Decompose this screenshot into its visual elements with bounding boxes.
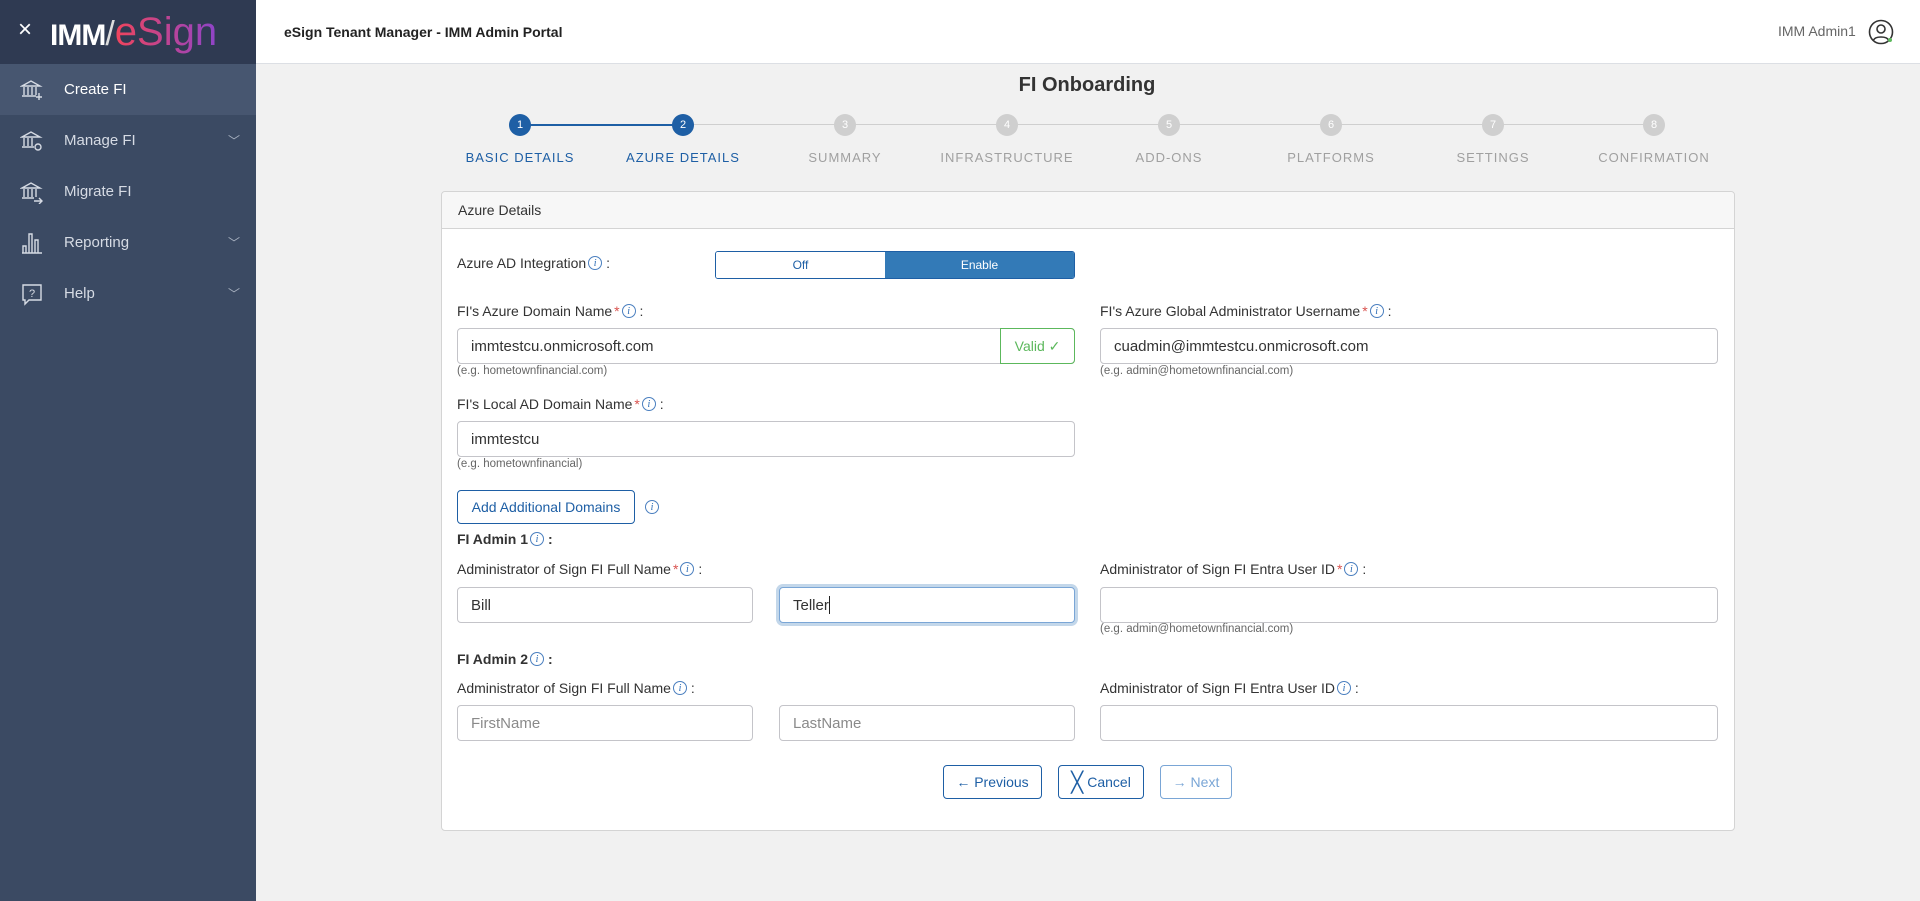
global-admin-label: FI's Azure Global Administrator Username… [1100, 303, 1392, 319]
user-avatar-icon[interactable] [1868, 19, 1894, 45]
info-icon[interactable]: i [530, 652, 545, 666]
info-icon[interactable]: i [641, 397, 656, 411]
admin2-first-name-input[interactable]: FirstName [457, 705, 753, 741]
step-circle-7[interactable]: 7 [1482, 114, 1504, 136]
svg-text:?: ? [29, 288, 35, 300]
chevron-down-icon: ﹀ [228, 236, 241, 250]
header-title: eSign Tenant Manager - IMM Admin Portal [284, 24, 563, 40]
step-label-5[interactable]: ADD-ONS [1135, 150, 1203, 165]
close-icon[interactable]: × [18, 16, 33, 43]
chevron-down-icon: ﹀ [228, 287, 241, 301]
step-circle-4[interactable]: 4 [996, 114, 1018, 136]
info-icon[interactable]: i [1344, 562, 1359, 576]
admin1-id-input[interactable] [1100, 587, 1718, 623]
logo-bar: × IMM/eSign [0, 0, 256, 64]
next-button[interactable]: → Next [1160, 765, 1232, 799]
step-circle-6[interactable]: 6 [1320, 114, 1342, 136]
stepper-line-done [520, 124, 683, 126]
sidebar-item-create-fi[interactable]: Create FI [0, 64, 256, 115]
admin1-id-label: Administrator of Sign FI Entra User ID * i… [1100, 561, 1367, 577]
azure-domain-label: FI's Azure Domain Name * i : [457, 303, 644, 319]
azure-domain-input[interactable]: immtestcu.onmicrosoft.com Valid ✓ [457, 328, 1075, 364]
chevron-down-icon: ﹀ [228, 134, 241, 148]
azure-domain-hint: (e.g. hometownfinancial.com) [457, 365, 608, 377]
step-label-2[interactable]: AZURE DETAILS [626, 150, 740, 165]
local-domain-input[interactable]: immtestcu [457, 421, 1075, 457]
top-header: eSign Tenant Manager - IMM Admin Portal … [256, 0, 1920, 64]
close-icon: ╳ [1071, 771, 1084, 794]
sidebar-item-help[interactable]: ? Help ﹀ [0, 268, 256, 319]
step-label-7[interactable]: SETTINGS [1456, 150, 1530, 165]
admin2-id-label: Administrator of Sign FI Entra User ID i … [1100, 680, 1359, 696]
page-title: FI Onboarding [1018, 74, 1156, 96]
user-name[interactable]: IMM Admin1 [1778, 23, 1856, 39]
toggle-enable[interactable]: Enable [885, 252, 1074, 278]
info-icon[interactable]: i [672, 681, 687, 695]
step-circle-1[interactable]: 1 [509, 114, 531, 136]
sidebar-item-migrate-fi[interactable]: Migrate FI [0, 166, 256, 217]
info-icon[interactable]: i [530, 532, 545, 546]
admin2-last-name-input[interactable]: LastName [779, 705, 1075, 741]
sidebar-item-manage-fi[interactable]: Manage FI ﹀ [0, 115, 256, 166]
global-admin-input[interactable]: cuadmin@immtestcu.onmicrosoft.com [1100, 328, 1718, 364]
global-admin-hint: (e.g. admin@hometownfinancial.com) [1100, 365, 1294, 377]
text-cursor [828, 596, 830, 614]
info-icon[interactable]: i [1336, 681, 1351, 695]
azure-ad-label: Azure AD Integration i : [457, 255, 610, 271]
admin1-last-name-input[interactable]: Teller [779, 587, 1075, 623]
step-label-3[interactable]: SUMMARY [808, 150, 882, 165]
local-domain-hint: (e.g. hometownfinancial) [457, 458, 583, 470]
info-icon[interactable]: i [621, 304, 636, 318]
bar-chart-icon [22, 232, 42, 254]
previous-button[interactable]: ← Previous [943, 765, 1042, 799]
card-header: Azure Details [442, 192, 1734, 229]
step-label-8[interactable]: CONFIRMATION [1598, 150, 1710, 165]
toggle-off[interactable]: Off [716, 252, 885, 278]
step-label-1[interactable]: BASIC DETAILS [465, 150, 575, 165]
azure-ad-toggle: Off Enable [715, 251, 1075, 279]
info-icon[interactable]: i [588, 256, 603, 270]
step-circle-2[interactable]: 2 [672, 114, 694, 136]
cancel-button[interactable]: ╳ Cancel [1058, 765, 1144, 799]
bank-plus-icon [20, 79, 43, 100]
info-icon[interactable]: i [680, 562, 695, 576]
admin1-first-name-input[interactable]: Bill [457, 587, 753, 623]
step-circle-8[interactable]: 8 [1643, 114, 1665, 136]
local-domain-label: FI's Local AD Domain Name * i : [457, 396, 664, 412]
step-circle-5[interactable]: 5 [1158, 114, 1180, 136]
info-icon[interactable]: i [645, 500, 659, 514]
admin1-name-label: Administrator of Sign FI Full Name * i : [457, 561, 703, 577]
bank-gear-icon [20, 130, 43, 151]
add-additional-domains-button[interactable]: Add Additional Domains [457, 490, 635, 524]
admin2-id-input[interactable] [1100, 705, 1718, 741]
logo: IMM/eSign [50, 10, 218, 54]
bank-arrow-icon [20, 181, 43, 204]
step-label-6[interactable]: PLATFORMS [1287, 150, 1375, 165]
help-bubble-icon: ? [22, 283, 42, 306]
admin2-name-label: Administrator of Sign FI Full Name i : [457, 680, 695, 696]
info-icon[interactable]: i [1369, 304, 1384, 318]
sidebar: × IMM/eSign Create FI Manage FI ﹀ Migrat… [0, 0, 256, 901]
step-circle-3[interactable]: 3 [834, 114, 856, 136]
step-label-4[interactable]: INFRASTRUCTURE [940, 150, 1074, 165]
valid-badge: Valid ✓ [1000, 328, 1075, 364]
admin1-id-hint: (e.g. admin@hometownfinancial.com) [1100, 623, 1294, 635]
sidebar-item-reporting[interactable]: Reporting ﹀ [0, 217, 256, 268]
